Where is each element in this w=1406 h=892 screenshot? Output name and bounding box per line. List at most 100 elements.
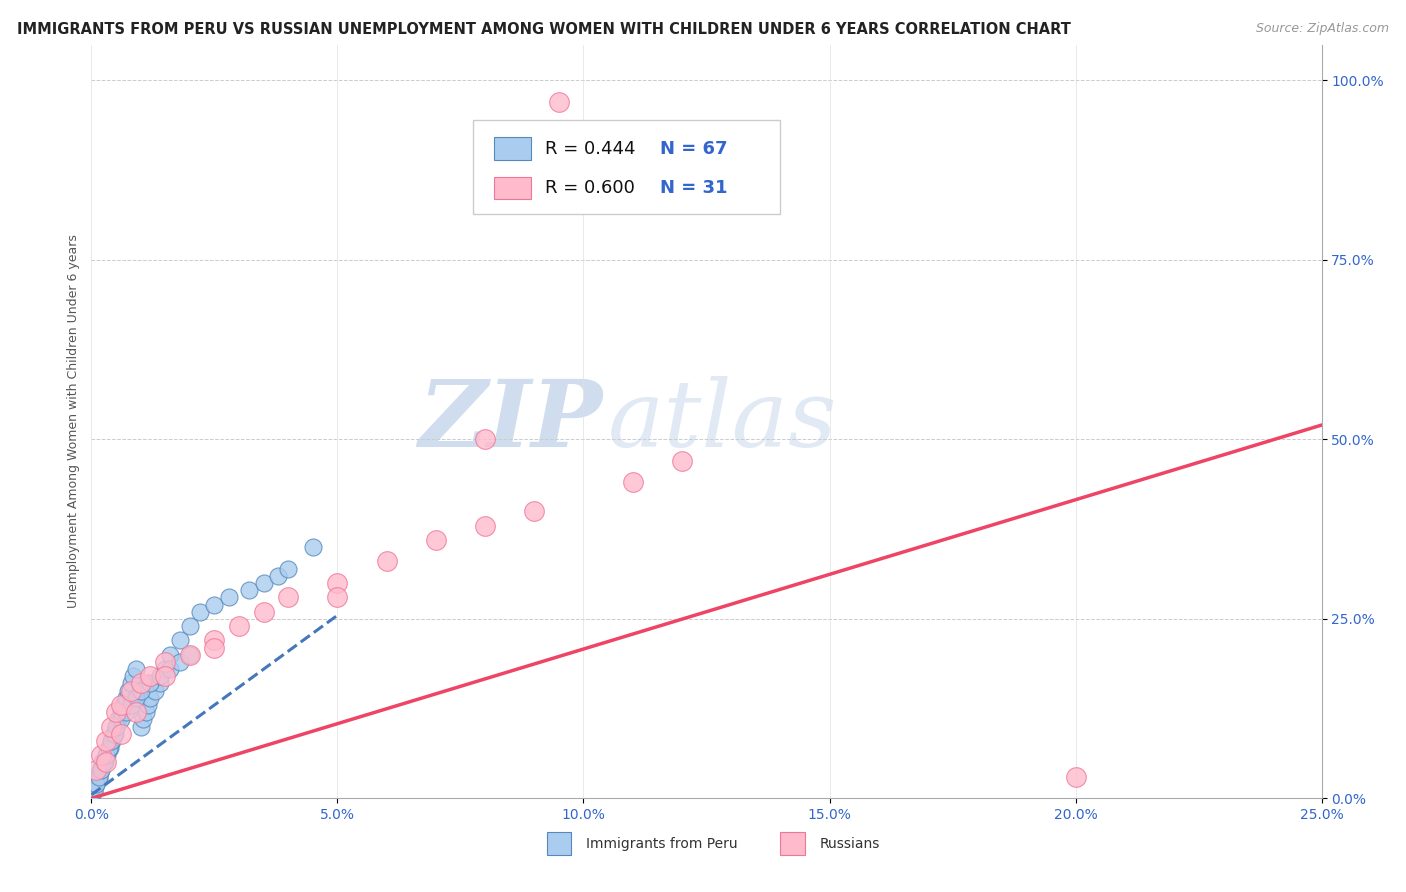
Point bbox=[153, 669, 177, 683]
Point bbox=[326, 576, 349, 591]
Point bbox=[326, 591, 349, 605]
Point bbox=[105, 705, 127, 719]
Point bbox=[169, 633, 191, 648]
Point bbox=[110, 705, 132, 719]
Point bbox=[110, 698, 132, 712]
Point bbox=[87, 770, 110, 784]
Point bbox=[621, 475, 644, 490]
Point bbox=[100, 720, 122, 734]
Point bbox=[1064, 770, 1087, 784]
Point bbox=[671, 454, 693, 468]
Point bbox=[90, 763, 112, 777]
Point bbox=[129, 720, 152, 734]
Point bbox=[100, 734, 122, 748]
Text: N = 31: N = 31 bbox=[659, 178, 727, 197]
Point bbox=[101, 734, 124, 748]
Point bbox=[114, 705, 138, 719]
Point bbox=[124, 705, 148, 719]
Point bbox=[93, 756, 115, 770]
Point bbox=[153, 662, 177, 676]
Point bbox=[179, 648, 201, 662]
Point bbox=[267, 569, 290, 583]
Text: Source: ZipAtlas.com: Source: ZipAtlas.com bbox=[1256, 22, 1389, 36]
Point bbox=[425, 533, 447, 547]
Y-axis label: Unemployment Among Women with Children Under 6 years: Unemployment Among Women with Children U… bbox=[67, 235, 80, 608]
Point bbox=[96, 734, 117, 748]
Point bbox=[110, 712, 132, 726]
Point bbox=[97, 741, 120, 756]
Point bbox=[548, 95, 571, 109]
Point bbox=[93, 756, 115, 770]
Point bbox=[120, 676, 142, 690]
Point bbox=[277, 591, 299, 605]
Point bbox=[228, 619, 250, 633]
Point bbox=[136, 698, 159, 712]
Point bbox=[90, 763, 112, 777]
Point bbox=[375, 554, 398, 568]
Point bbox=[96, 748, 117, 763]
Point bbox=[188, 605, 211, 619]
Point bbox=[96, 756, 117, 770]
Point bbox=[202, 598, 225, 612]
Point bbox=[127, 690, 149, 705]
Point bbox=[94, 756, 117, 770]
Point bbox=[86, 777, 108, 791]
Point bbox=[153, 655, 177, 669]
Point bbox=[139, 690, 162, 705]
Point bbox=[103, 727, 125, 741]
Point bbox=[91, 756, 114, 770]
Point bbox=[107, 712, 129, 726]
Point bbox=[86, 770, 108, 784]
Point bbox=[86, 763, 108, 777]
Point bbox=[139, 669, 162, 683]
Text: R = 0.444: R = 0.444 bbox=[546, 140, 636, 158]
Bar bbox=[494, 177, 530, 199]
Point bbox=[112, 698, 135, 712]
Point bbox=[179, 648, 201, 662]
Point bbox=[89, 763, 111, 777]
Point bbox=[122, 669, 145, 683]
Point bbox=[90, 748, 112, 763]
Point bbox=[83, 784, 105, 798]
Point bbox=[277, 561, 299, 575]
Point bbox=[218, 591, 240, 605]
Point bbox=[105, 720, 127, 734]
Point bbox=[110, 727, 132, 741]
Point bbox=[120, 683, 142, 698]
Point bbox=[202, 640, 225, 655]
Bar bbox=[494, 137, 530, 160]
Point bbox=[474, 518, 496, 533]
Text: Russians: Russians bbox=[820, 837, 880, 851]
Text: ZIP: ZIP bbox=[418, 376, 602, 467]
Point bbox=[117, 683, 139, 698]
Point bbox=[104, 727, 127, 741]
Point bbox=[145, 683, 166, 698]
Point bbox=[129, 683, 152, 698]
Bar bbox=[547, 832, 571, 855]
Point bbox=[159, 648, 181, 662]
Point bbox=[132, 712, 155, 726]
Point bbox=[103, 727, 125, 741]
Point bbox=[253, 576, 276, 591]
Point bbox=[149, 669, 172, 683]
Point bbox=[105, 720, 127, 734]
Text: R = 0.600: R = 0.600 bbox=[546, 178, 636, 197]
Point bbox=[159, 662, 181, 676]
Point bbox=[120, 698, 142, 712]
Point bbox=[83, 784, 105, 798]
Point bbox=[129, 676, 152, 690]
Point bbox=[238, 583, 260, 598]
Point bbox=[84, 777, 107, 791]
FancyBboxPatch shape bbox=[472, 120, 780, 214]
Text: N = 67: N = 67 bbox=[659, 140, 727, 158]
Point bbox=[135, 705, 157, 719]
Point bbox=[98, 741, 121, 756]
Point bbox=[114, 690, 138, 705]
Point bbox=[179, 619, 201, 633]
Point bbox=[139, 676, 162, 690]
Text: atlas: atlas bbox=[607, 376, 838, 467]
Point bbox=[124, 690, 148, 705]
Point bbox=[523, 504, 546, 518]
Point bbox=[97, 741, 120, 756]
Point bbox=[169, 655, 191, 669]
